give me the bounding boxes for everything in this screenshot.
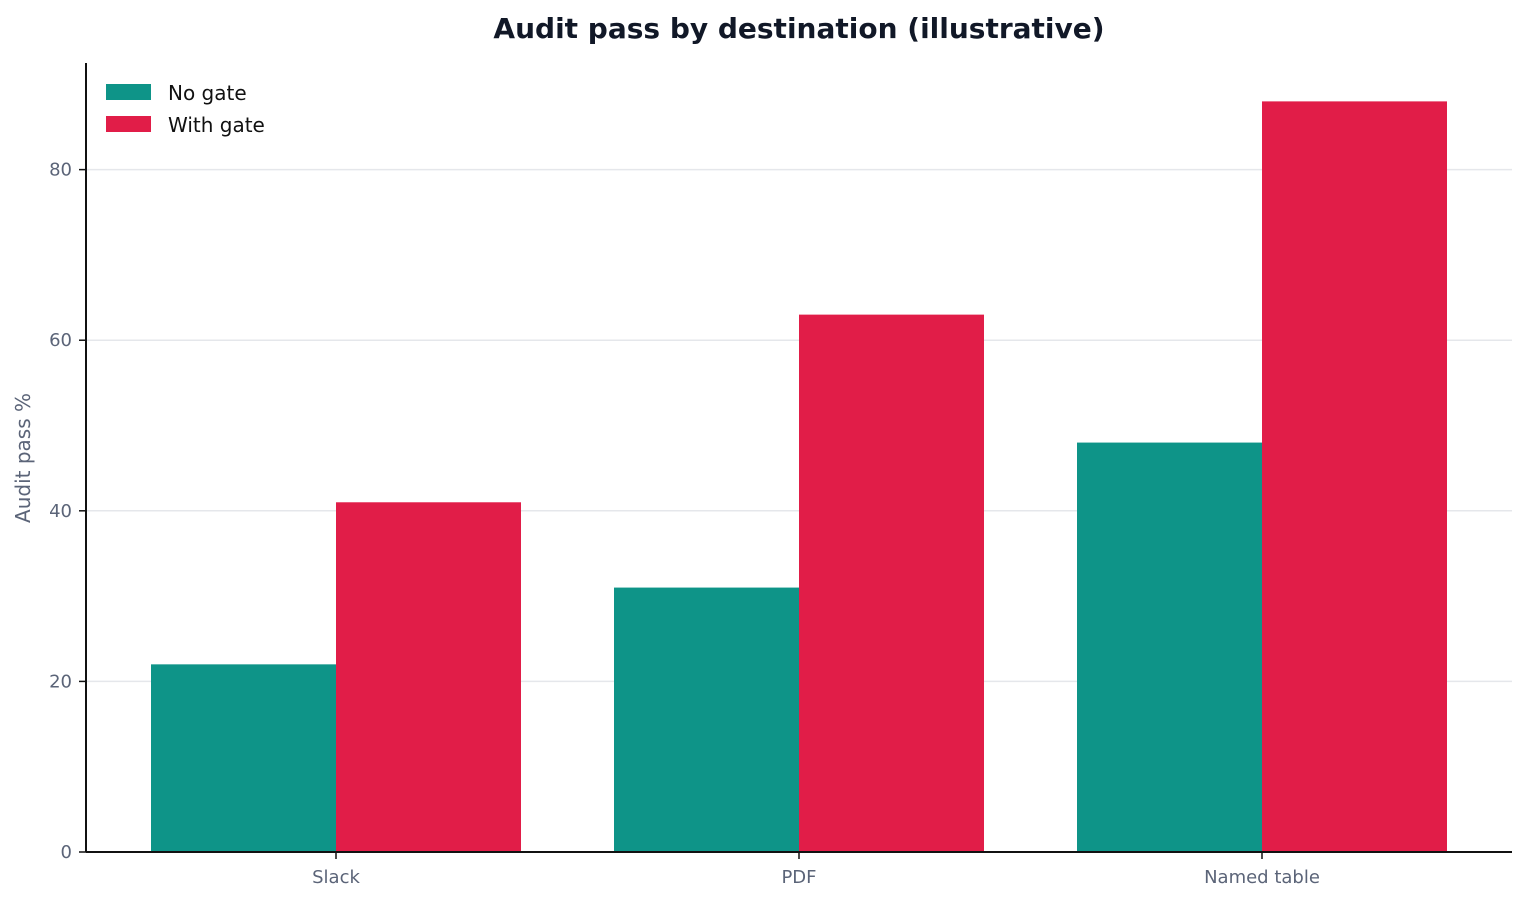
y-tick-label: 20 [49,671,72,692]
y-tick-label: 40 [49,501,72,522]
bar-with-gate-named-table [1262,101,1447,852]
legend-swatch [106,84,151,100]
y-tick-label: 0 [61,842,72,863]
x-tick-label: PDF [781,867,816,888]
legend-label: With gate [168,113,265,137]
legend-swatch [106,116,151,132]
x-tick-label: Slack [312,867,360,888]
y-ticks: 0 20 40 60 80 [49,160,86,863]
bar-no-gate-pdf [614,587,799,852]
x-ticks: Slack PDF Named table [312,852,1320,888]
y-tick-label: 60 [49,330,72,351]
y-tick-label: 80 [49,160,72,181]
x-tick-label: Named table [1204,867,1320,888]
legend-label: No gate [168,81,247,105]
legend: No gate With gate [106,81,265,137]
bar-with-gate-pdf [799,314,984,852]
bars [151,101,1447,852]
bar-no-gate-named-table [1077,442,1262,852]
bar-no-gate-slack [151,664,336,852]
bar-with-gate-slack [336,502,521,852]
y-axis-label: Audit pass % [11,393,35,523]
chart-title: Audit pass by destination (illustrative) [493,12,1104,45]
